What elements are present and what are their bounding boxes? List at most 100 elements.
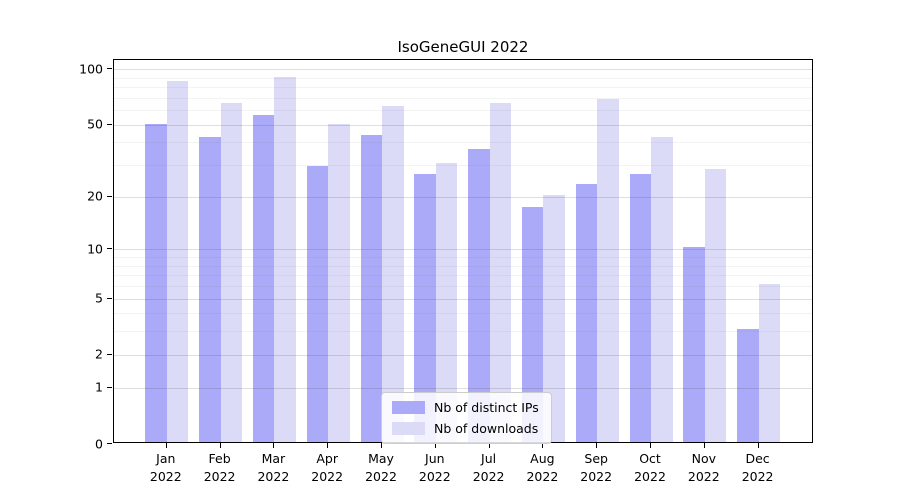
x-tick-label: Nov 2022 (688, 450, 720, 486)
bar-distinct-ips (575, 183, 598, 442)
y-tick-mark (107, 386, 112, 388)
x-tick-mark (165, 443, 167, 448)
x-tick-year: 2022 (203, 469, 236, 485)
y-tick-mark (107, 195, 112, 197)
legend-entry-downloads: Nb of downloads (392, 421, 539, 436)
bar-downloads (435, 163, 458, 442)
x-tick-label: Sep 2022 (580, 450, 612, 486)
y-tick-label: 20 (87, 188, 103, 204)
x-tick-year: 2022 (687, 469, 720, 485)
x-tick-month: Oct (639, 451, 661, 466)
bar-distinct-ips (306, 165, 329, 442)
x-tick-mark (273, 443, 275, 448)
x-tick-month: Nov (691, 451, 716, 466)
x-tick-label: Jan 2022 (150, 450, 182, 486)
y-tick-mark (107, 248, 112, 250)
x-tick-mark (327, 443, 329, 448)
bar-distinct-ips (737, 329, 759, 442)
x-tick-mark (650, 443, 651, 448)
x-tick-month: Apr (316, 451, 338, 466)
y-tick-label: 50 (87, 116, 103, 132)
x-tick-label: Jun 2022 (419, 450, 451, 486)
bar-distinct-ips (521, 207, 544, 442)
x-tick-label: Aug 2022 (526, 450, 558, 486)
x-tick-year: 2022 (365, 469, 397, 485)
bar-downloads (758, 283, 781, 442)
x-tick-month: Sep (584, 451, 608, 466)
bar-distinct-ips (360, 134, 382, 442)
bar-downloads (543, 194, 565, 442)
legend-label-downloads: Nb of downloads (434, 421, 539, 436)
x-tick-label: Jul 2022 (473, 450, 505, 486)
legend-entry-distinct-ips: Nb of distinct IPs (392, 400, 539, 415)
bar-distinct-ips (199, 136, 221, 442)
plot-area: Nb of distinct IPs Nb of downloads (113, 59, 813, 444)
legend-label-distinct-ips: Nb of distinct IPs (434, 400, 539, 415)
x-tick-year: 2022 (257, 469, 290, 485)
x-tick-year: 2022 (472, 469, 505, 485)
x-tick-label: Dec 2022 (742, 450, 774, 486)
y-tick-label: 100 (79, 61, 103, 77)
x-tick-month: Feb (208, 451, 231, 466)
bar-downloads (489, 102, 512, 442)
legend: Nb of distinct IPs Nb of downloads (381, 392, 552, 444)
y-tick-label: 5 (95, 290, 103, 306)
x-tick-year: 2022 (634, 469, 666, 485)
x-tick-month: Aug (530, 451, 555, 466)
x-tick-year: 2022 (311, 469, 344, 485)
x-tick-mark (488, 443, 490, 448)
x-tick-mark (757, 443, 759, 448)
x-tick-label: May 2022 (365, 450, 397, 486)
y-tick-label: 0 (95, 436, 103, 451)
x-tick-label: Feb 2022 (204, 450, 236, 486)
x-tick-mark (434, 443, 436, 448)
legend-swatch-distinct-ips (392, 401, 425, 414)
x-tick-year: 2022 (741, 469, 774, 485)
x-tick-month: Jan (156, 451, 176, 466)
y-tick-label: 1 (95, 379, 103, 395)
y-tick-mark (107, 123, 112, 125)
bar-downloads (651, 136, 673, 442)
x-tick-mark (703, 443, 705, 448)
gridline-minor (114, 87, 812, 88)
y-tick-label: 2 (95, 346, 103, 362)
x-tick-month: Dec (745, 451, 770, 466)
gridline-minor (114, 110, 812, 112)
bar-distinct-ips (683, 247, 705, 442)
y-tick-mark (107, 353, 112, 355)
y-tick-label: 10 (87, 241, 103, 257)
gridline-minor (114, 77, 812, 79)
bar-downloads (382, 105, 404, 442)
bar-downloads (220, 102, 243, 442)
x-tick-month: Jun (425, 451, 445, 466)
x-tick-mark (542, 443, 544, 448)
legend-swatch-downloads (392, 422, 425, 435)
bar-distinct-ips (145, 124, 167, 442)
bar-distinct-ips (629, 174, 651, 442)
y-tick-mark (107, 443, 112, 444)
x-tick-label: Apr 2022 (311, 450, 343, 486)
bar-downloads (274, 77, 296, 442)
bar-distinct-ips (414, 174, 436, 442)
x-tick-year: 2022 (149, 469, 182, 485)
y-tick-mark (107, 68, 112, 70)
x-tick-label: Mar 2022 (257, 450, 289, 486)
x-tick-label: Oct 2022 (634, 450, 666, 486)
x-tick-year: 2022 (580, 469, 613, 485)
bar-distinct-ips (468, 148, 490, 442)
bar-downloads (328, 124, 350, 442)
x-tick-month: Jul (481, 451, 497, 466)
bar-downloads (704, 168, 727, 442)
x-tick-mark (219, 443, 221, 448)
y-tick-mark (107, 297, 112, 299)
x-tick-mark (596, 443, 598, 448)
gridline-minor (114, 97, 812, 99)
chart-title: IsoGeneGUI 2022 (397, 38, 529, 56)
x-tick-year: 2022 (526, 469, 559, 485)
bar-distinct-ips (252, 115, 275, 442)
x-tick-year: 2022 (418, 469, 451, 485)
x-tick-mark (381, 443, 382, 448)
x-tick-month: Mar (261, 451, 286, 466)
gridline-major (114, 124, 812, 126)
